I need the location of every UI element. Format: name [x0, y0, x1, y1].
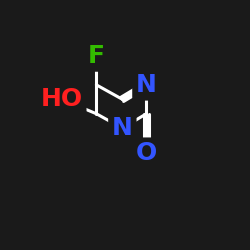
Text: HO: HO [41, 87, 83, 111]
Text: N: N [136, 73, 157, 97]
Text: F: F [88, 44, 105, 68]
Text: N: N [112, 116, 133, 140]
Text: O: O [136, 141, 157, 165]
